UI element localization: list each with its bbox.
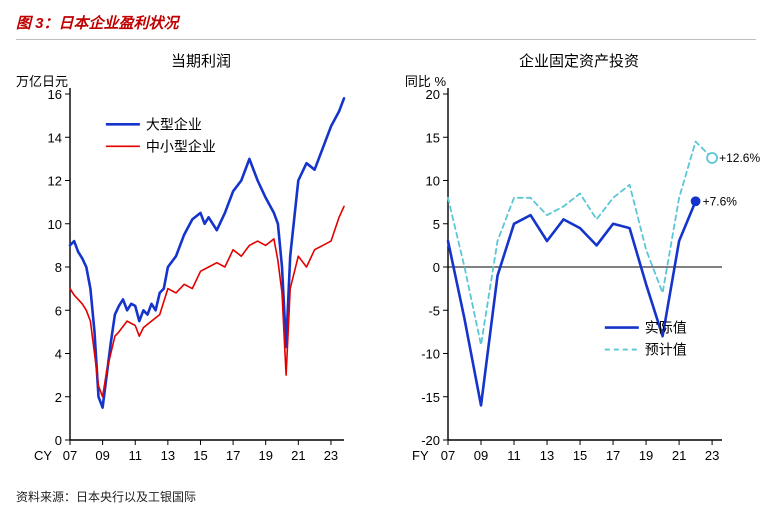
svg-text:10: 10 <box>48 217 62 232</box>
svg-text:13: 13 <box>161 448 175 463</box>
svg-text:19: 19 <box>258 448 272 463</box>
svg-text:4: 4 <box>55 347 62 362</box>
svg-text:07: 07 <box>63 448 77 463</box>
chart-left: 当期利润万亿日元0246810121416070911131517192123C… <box>16 44 386 474</box>
svg-text:-5: -5 <box>428 303 440 318</box>
svg-text:12: 12 <box>48 174 62 189</box>
svg-text:21: 21 <box>291 448 305 463</box>
svg-text:14: 14 <box>48 130 62 145</box>
svg-text:09: 09 <box>95 448 109 463</box>
svg-text:11: 11 <box>128 448 142 463</box>
svg-text:-15: -15 <box>421 390 440 405</box>
svg-text:6: 6 <box>55 303 62 318</box>
svg-text:15: 15 <box>193 448 207 463</box>
svg-text:19: 19 <box>639 448 653 463</box>
svg-text:17: 17 <box>606 448 620 463</box>
svg-text:20: 20 <box>426 87 440 102</box>
svg-text:FY: FY <box>412 448 429 463</box>
charts-row: 当期利润万亿日元0246810121416070911131517192123C… <box>16 39 756 474</box>
svg-text:17: 17 <box>226 448 240 463</box>
svg-text:13: 13 <box>540 448 554 463</box>
svg-text:23: 23 <box>324 448 338 463</box>
svg-text:实际值: 实际值 <box>645 320 687 336</box>
source-note: 资料来源：日本央行以及工银国际 <box>16 488 756 505</box>
svg-text:当期利润: 当期利润 <box>171 53 231 70</box>
svg-text:中小型企业: 中小型企业 <box>146 138 216 154</box>
svg-text:-20: -20 <box>421 433 440 448</box>
svg-text:预计值: 预计值 <box>645 342 687 358</box>
svg-text:-10: -10 <box>421 347 440 362</box>
svg-text:大型企业: 大型企业 <box>146 116 202 132</box>
figure-title: 图 3：日本企业盈利状况 <box>16 12 756 33</box>
svg-text:16: 16 <box>48 87 62 102</box>
chart-right: 企业固定资产投资同比 %-20-15-10-505101520070911131… <box>394 44 764 474</box>
svg-text:+12.6%: +12.6% <box>719 151 760 165</box>
svg-text:15: 15 <box>426 130 440 145</box>
svg-text:21: 21 <box>672 448 686 463</box>
svg-text:企业固定资产投资: 企业固定资产投资 <box>519 52 639 70</box>
svg-text:23: 23 <box>705 448 719 463</box>
svg-text:2: 2 <box>55 390 62 405</box>
svg-text:09: 09 <box>474 448 488 463</box>
svg-text:8: 8 <box>55 260 62 275</box>
svg-text:11: 11 <box>507 448 521 463</box>
svg-text:0: 0 <box>433 260 440 275</box>
svg-text:0: 0 <box>55 433 62 448</box>
svg-text:10: 10 <box>426 174 440 189</box>
svg-text:15: 15 <box>573 448 587 463</box>
svg-text:5: 5 <box>433 217 440 232</box>
svg-text:+7.6%: +7.6% <box>703 194 738 208</box>
svg-text:07: 07 <box>441 448 455 463</box>
svg-text:CY: CY <box>34 448 52 463</box>
